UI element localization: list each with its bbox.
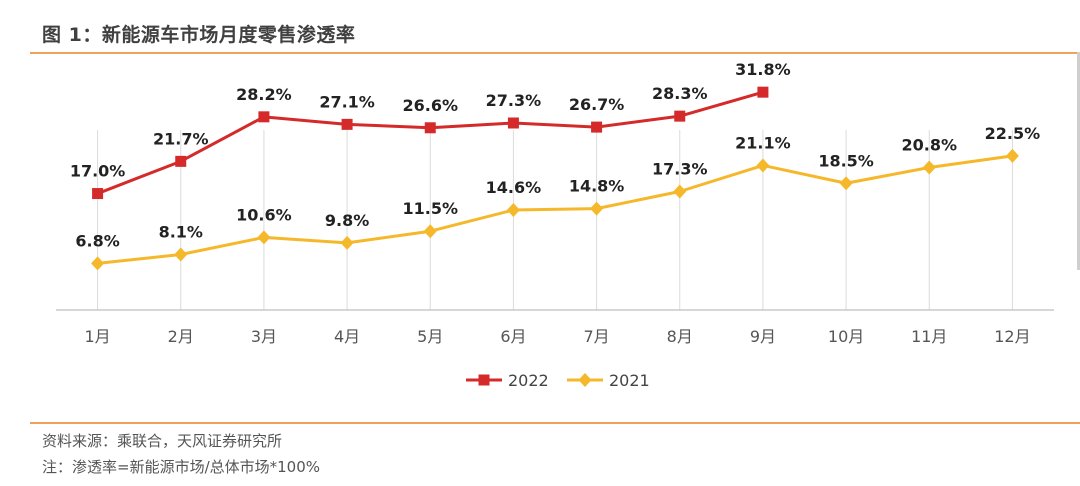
data-point-2021: [340, 235, 354, 250]
x-tick-label: 12月: [994, 327, 1030, 346]
data-label: 9.8%: [325, 211, 369, 230]
right-border: [1077, 52, 1080, 270]
data-label: 18.5%: [818, 151, 874, 170]
data-label: 21.7%: [153, 129, 209, 148]
data-label: 10.6%: [236, 205, 292, 224]
data-label: 31.8%: [735, 60, 791, 79]
legend-label-2021: 2021: [609, 371, 650, 390]
data-label: 17.0%: [70, 162, 126, 181]
data-label: 11.5%: [402, 199, 458, 218]
x-tick-label: 6月: [500, 327, 526, 346]
x-tick-label: 10月: [828, 327, 864, 346]
data-point-2021: [91, 256, 105, 271]
legend-label-2022: 2022: [508, 371, 549, 390]
data-point-2021: [922, 160, 936, 175]
data-point-2022: [424, 122, 436, 134]
data-label: 14.6%: [486, 178, 542, 197]
data-label: 28.3%: [652, 84, 708, 103]
data-label: 20.8%: [901, 136, 957, 155]
data-point-2022: [258, 111, 270, 123]
data-label: 22.5%: [985, 124, 1041, 143]
data-label: 26.7%: [569, 95, 625, 114]
data-label: 17.3%: [652, 159, 708, 178]
legend-marker-2022: [478, 374, 490, 386]
x-tick-label: 9月: [750, 327, 776, 346]
data-point-2022: [92, 188, 104, 200]
source-note: 资料来源：乘联合，天风证券研究所: [42, 432, 283, 450]
data-point-2022: [757, 86, 769, 98]
data-point-2021: [756, 158, 770, 173]
data-point-2021: [1005, 148, 1019, 163]
x-tick-label: 5月: [417, 327, 443, 346]
data-label: 21.1%: [735, 133, 791, 152]
x-tick-label: 2月: [168, 327, 194, 346]
x-tick-label: 11月: [911, 327, 947, 346]
data-label: 26.6%: [402, 96, 458, 115]
data-point-2021: [839, 176, 853, 191]
x-tick-label: 1月: [84, 327, 110, 346]
data-point-2021: [423, 224, 437, 239]
data-point-2022: [674, 110, 686, 122]
data-point-2021: [506, 202, 520, 217]
data-point-2022: [175, 155, 187, 167]
data-point-2022: [591, 121, 603, 133]
x-tick-label: 7月: [583, 327, 609, 346]
top-divider: [30, 52, 1080, 54]
series-line-2021: [97, 154, 1013, 265]
data-label: 27.3%: [486, 91, 542, 110]
footnotes: 资料来源：乘联合，天风证券研究所 注：渗透率=新能源市场/总体市场*100%: [42, 428, 320, 480]
data-point-2021: [673, 184, 687, 199]
data-point-2021: [174, 247, 188, 262]
data-point-2021: [590, 201, 604, 216]
bottom-divider: [30, 422, 1080, 424]
data-point-2021: [257, 230, 271, 245]
x-tick-label: 3月: [251, 327, 277, 346]
data-label: 14.8%: [569, 177, 625, 196]
data-label: 6.8%: [75, 231, 119, 250]
x-tick-label: 8月: [667, 327, 693, 346]
data-point-2022: [341, 118, 353, 130]
formula-note: 注：渗透率=新能源市场/总体市场*100%: [42, 458, 321, 476]
data-label: 27.1%: [319, 92, 375, 111]
x-tick-label: 4月: [334, 327, 360, 346]
data-label: 8.1%: [159, 223, 203, 242]
data-label: 28.2%: [236, 85, 292, 104]
data-point-2022: [507, 117, 519, 129]
legend-marker-2021: [578, 373, 592, 387]
figure-title: 图 1：新能源车市场月度零售渗透率: [42, 24, 356, 46]
